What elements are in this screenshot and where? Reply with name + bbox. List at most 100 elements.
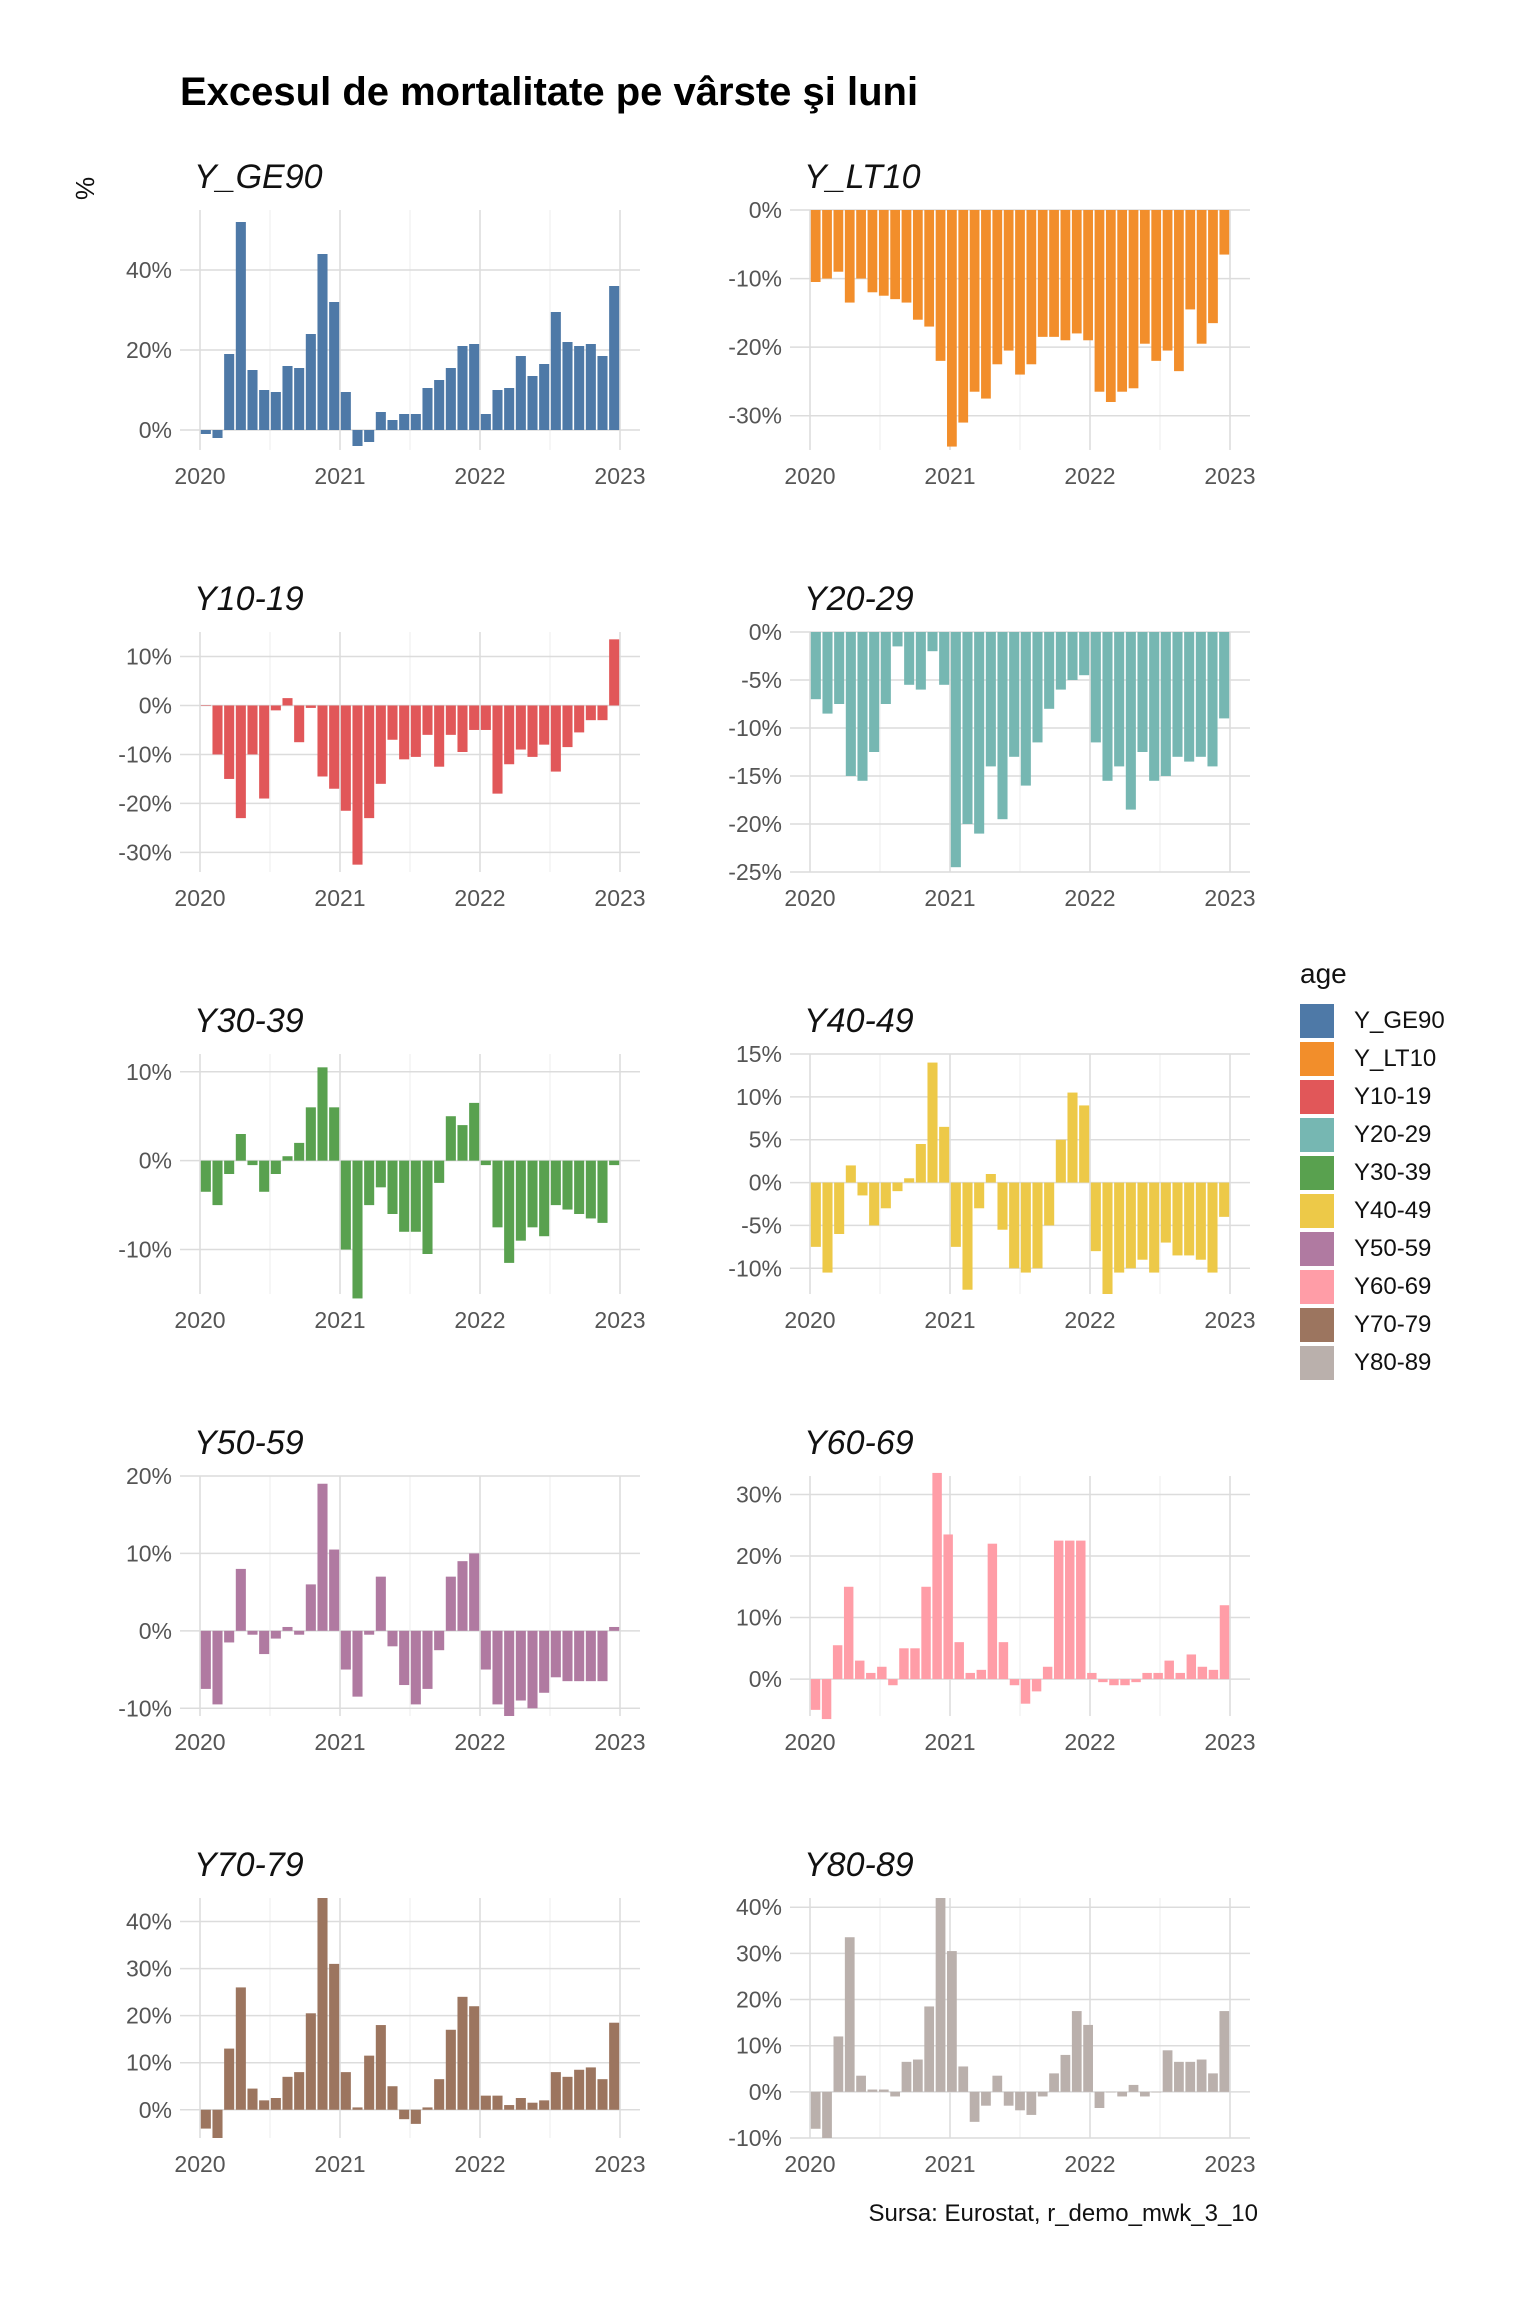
y-tick-label: 20%	[126, 2003, 172, 2029]
bar	[1102, 632, 1113, 781]
y-tick-label: -10%	[728, 266, 782, 292]
bar	[387, 2086, 398, 2110]
bar	[340, 1160, 351, 1250]
legend-item: Y70-79	[1300, 1306, 1445, 1344]
bar	[969, 2091, 980, 2122]
bar	[259, 390, 270, 430]
bar	[844, 1937, 855, 2092]
bar	[1049, 2073, 1059, 2092]
x-tick-label: 2023	[1204, 885, 1255, 911]
bar	[912, 210, 923, 320]
bar	[845, 632, 856, 776]
facet-y10-19: Y10-19 -30% -20% -10% 0% 10% 2020 2021 2022 2023	[118, 580, 645, 911]
bar	[1114, 1182, 1125, 1273]
bar	[1076, 1540, 1086, 1680]
facet-title: Y20-29	[804, 580, 914, 618]
bar	[410, 2109, 421, 2124]
y-tick-label: 0%	[139, 1618, 172, 1644]
x-tick-label: 2023	[594, 463, 645, 489]
y-tick-label: 20%	[736, 1543, 782, 1569]
bar	[340, 392, 351, 430]
facet-title: Y70-79	[194, 1846, 304, 1884]
bar	[329, 1549, 340, 1631]
bar	[890, 210, 901, 300]
x-tick-label: 2021	[924, 1307, 975, 1333]
bar	[597, 1630, 608, 1682]
bar	[901, 2061, 912, 2092]
bar	[294, 1142, 305, 1161]
y-tick-label: 30%	[126, 1956, 172, 1982]
bar	[294, 368, 305, 430]
legend-swatch	[1300, 1004, 1334, 1038]
bar	[200, 2109, 211, 2129]
bar	[247, 1630, 258, 1635]
bar	[585, 1630, 596, 1682]
bar	[976, 1669, 987, 1680]
bar	[375, 1160, 386, 1188]
legend-item: Y20-29	[1300, 1116, 1445, 1154]
bar	[899, 1648, 909, 1680]
facet-y80-89: Y80-89 -10% 0% 10% 20% 30% 40% 2020 2021 2022 2023	[728, 1846, 1255, 2177]
bar	[1164, 1660, 1174, 1680]
x-tick-label: 2021	[314, 1729, 365, 1755]
bar	[597, 1160, 608, 1223]
bar	[317, 1067, 328, 1161]
y-tick-label: 10%	[126, 643, 172, 669]
bar	[845, 1165, 856, 1183]
bar	[270, 1630, 281, 1639]
bar	[866, 1672, 876, 1680]
bar	[1071, 2011, 1082, 2092]
bar	[810, 210, 821, 282]
legend-title: age	[1300, 958, 1347, 989]
bar	[282, 2076, 293, 2110]
bar	[317, 1898, 328, 2110]
bar	[562, 2076, 573, 2110]
bar	[515, 2098, 526, 2110]
bar	[527, 1160, 538, 1228]
x-tick-label: 2023	[1204, 2151, 1255, 2177]
bar	[935, 1898, 946, 2092]
bar	[515, 705, 526, 750]
bar	[1207, 1182, 1218, 1273]
legend-swatch	[1300, 1270, 1334, 1304]
bar	[352, 705, 363, 865]
y-tick-label: 10%	[736, 2033, 782, 2059]
bar	[998, 1642, 1009, 1680]
x-tick-label: 2021	[924, 885, 975, 911]
bar	[1142, 1672, 1152, 1680]
bar	[1149, 632, 1160, 781]
bar	[574, 1160, 585, 1214]
bar	[1160, 632, 1171, 776]
bar	[1125, 1182, 1136, 1269]
bar	[282, 698, 293, 706]
bar	[1015, 2091, 1025, 2111]
bar	[981, 210, 991, 399]
bar	[270, 705, 281, 711]
bar	[329, 1107, 340, 1161]
facet-title: Y40-49	[804, 1002, 914, 1040]
bar	[915, 1144, 926, 1183]
x-tick-label: 2022	[454, 2151, 505, 2177]
legend-item: Y40-49	[1300, 1192, 1445, 1230]
x-tick-label: 2021	[924, 463, 975, 489]
bar	[200, 430, 211, 434]
facet-title: Y10-19	[194, 580, 304, 618]
x-tick-label: 2022	[454, 885, 505, 911]
bar	[504, 1630, 515, 1716]
legend-item: Y30-39	[1300, 1154, 1445, 1192]
legend: age Y_GE90 Y_LT10 Y10-19 Y20-29 Y30-39 Y40-49…	[1300, 958, 1445, 1382]
bar	[609, 1160, 620, 1166]
y-tick-label: 0%	[139, 417, 172, 443]
bar	[1174, 210, 1184, 372]
bar	[924, 210, 935, 327]
y-tick-label: -10%	[118, 741, 172, 767]
facet-title: Y50-59	[194, 1424, 304, 1462]
bar	[954, 1642, 964, 1680]
bar	[1117, 210, 1128, 392]
bar	[282, 366, 293, 430]
bar	[492, 390, 503, 430]
bar	[352, 1160, 363, 1299]
bar	[1160, 1182, 1171, 1243]
legend-label: Y60-69	[1354, 1273, 1432, 1300]
bar	[539, 364, 550, 430]
